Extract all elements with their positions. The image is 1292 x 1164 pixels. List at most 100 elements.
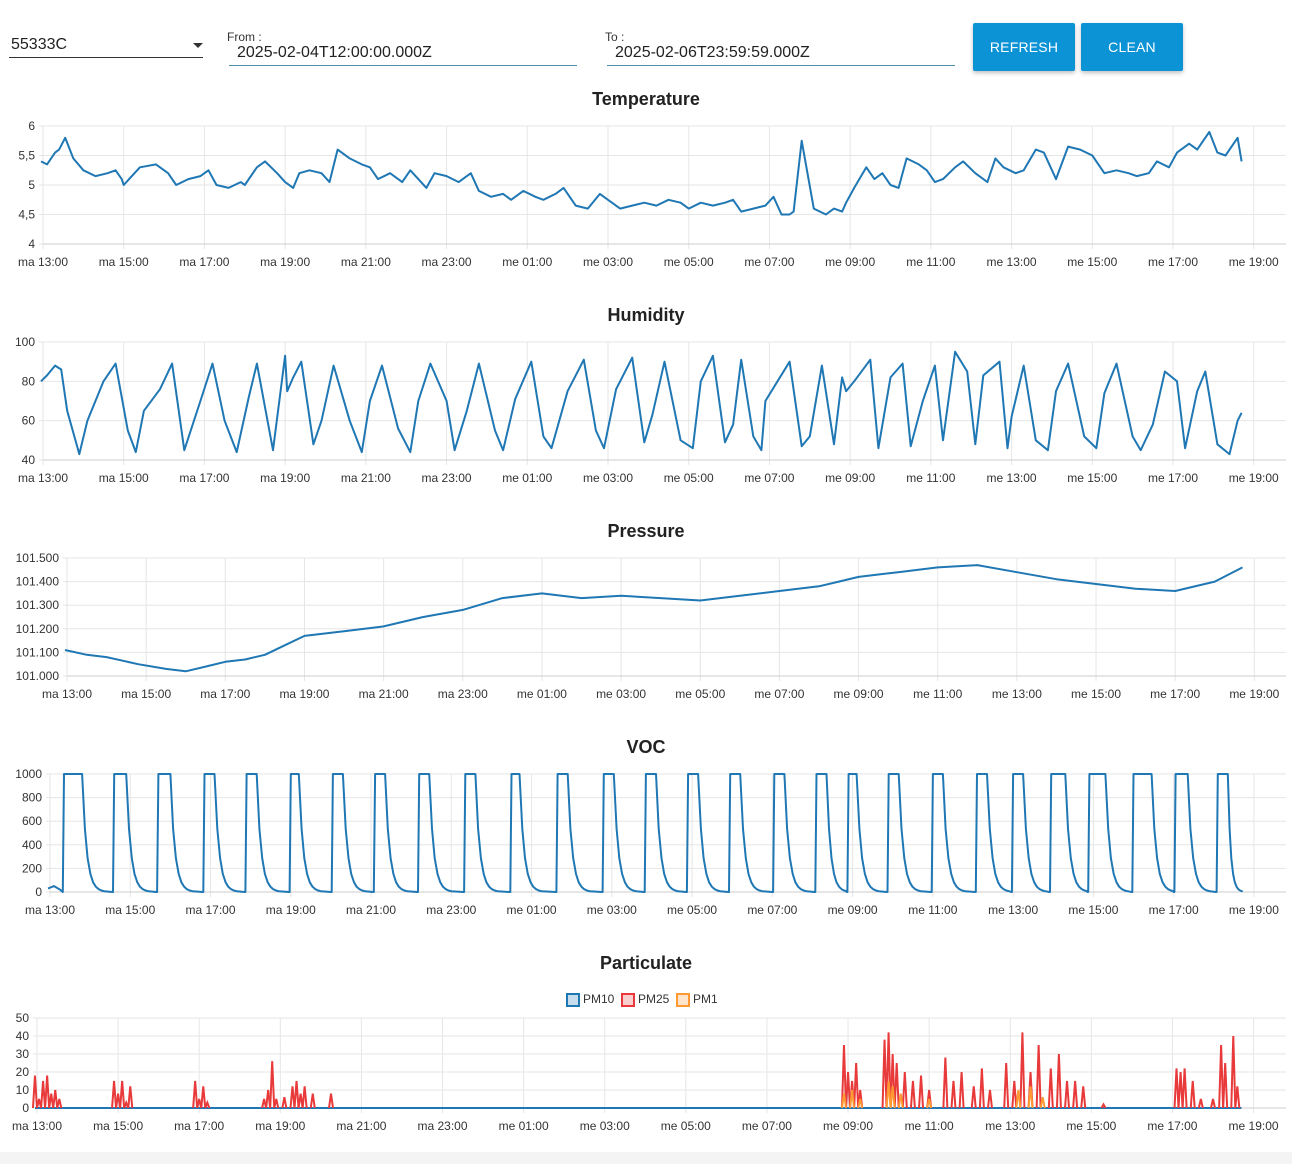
particulate-chart-title: Particulate — [599, 953, 693, 973]
temperature-y-tick-label: 4 — [28, 237, 35, 251]
particulate-pm1-spike — [1015, 1089, 1022, 1109]
humidity-x-tick-label: me 01:00 — [502, 471, 552, 485]
particulate-pm25-spike — [204, 1099, 211, 1109]
particulate-pm25-spike — [840, 1044, 847, 1109]
humidity-x-tick-label: me 11:00 — [906, 471, 955, 485]
temperature-x-tick-label: me 09:00 — [825, 255, 875, 269]
particulate-x-tick-label: me 13:00 — [985, 1119, 1035, 1133]
particulate-pm25-spike — [31, 1075, 38, 1109]
pressure-x-tick-label: me 09:00 — [834, 687, 884, 701]
particulate-pm25-spike — [328, 1093, 334, 1109]
particulate-pm25-spike — [942, 1057, 949, 1109]
particulate-pm25-spike — [1218, 1044, 1225, 1109]
humidity-x-tick-label: me 17:00 — [1148, 471, 1198, 485]
humidity-x-tick-label: me 13:00 — [987, 471, 1037, 485]
legend-label-pm1: PM1 — [693, 992, 718, 1006]
humidity-x-tick-label: me 15:00 — [1067, 471, 1117, 485]
pressure-x-tick-label: me 13:00 — [992, 687, 1042, 701]
pressure-x-tick-label: ma 13:00 — [42, 687, 92, 701]
pressure-x-tick-label: me 17:00 — [1150, 687, 1200, 701]
voc-x-tick-label: me 19:00 — [1229, 903, 1279, 917]
particulate-pm1-spike — [849, 1089, 856, 1109]
temperature-x-tick-label: me 19:00 — [1229, 255, 1279, 269]
pressure-x-tick-label: ma 17:00 — [200, 687, 250, 701]
particulate-pm25-spike — [309, 1093, 316, 1109]
particulate-pm25-spike — [297, 1093, 304, 1109]
particulate-pm25-spike — [293, 1080, 300, 1109]
to-input[interactable] — [607, 40, 955, 66]
voc-x-tick-label: me 15:00 — [1068, 903, 1118, 917]
particulate-pm25-spike — [978, 1068, 985, 1109]
voc-y-tick-label: 800 — [22, 791, 42, 805]
particulate-pm25-spike — [1234, 1086, 1241, 1109]
pressure-chart-title: Pressure — [607, 521, 685, 541]
device-select[interactable]: 55333C — [9, 30, 203, 58]
particulate-pm25-spike — [1019, 1032, 1026, 1109]
particulate-pm25-spike — [1210, 1098, 1216, 1109]
voc-chart: 0 200 400 600 800 1000 ma 13:00 ma 15:00 ma 17:0… — [15, 767, 1286, 917]
particulate-pm25-spike — [52, 1089, 59, 1109]
pressure-y-tick-label: 101.500 — [16, 551, 60, 565]
voc-x-tick-label: ma 21:00 — [346, 903, 396, 917]
particulate-pm25-spike — [192, 1080, 199, 1109]
humidity-x-tick-label: ma 23:00 — [422, 471, 472, 485]
voc-x-tick-label: me 03:00 — [587, 903, 637, 917]
temperature-x-tick-label: ma 19:00 — [260, 255, 310, 269]
pressure-y-tick-label: 101.000 — [16, 669, 60, 683]
from-field-wrapper: From : — [227, 28, 577, 68]
voc-x-tick-label: me 09:00 — [828, 903, 878, 917]
particulate-pm25-spike — [893, 1062, 900, 1109]
particulate-pm25-spike — [1222, 1062, 1229, 1109]
temperature-series-line — [40, 130, 1243, 216]
particulate-x-tick-label: me 01:00 — [499, 1119, 549, 1133]
voc-x-tick-label: me 17:00 — [1149, 903, 1199, 917]
particulate-pm25-spike — [119, 1080, 126, 1109]
particulate-pm25-spike — [1181, 1068, 1188, 1109]
pressure-x-tick-label: ma 21:00 — [359, 687, 409, 701]
pressure-chart: 101.000 101.100 101.200 101.300 101.400 101.5… — [16, 551, 1286, 701]
voc-x-tick-label: me 13:00 — [988, 903, 1038, 917]
particulate-x-tick-label: me 05:00 — [661, 1119, 711, 1133]
particulate-x-tick-label: me 09:00 — [823, 1119, 873, 1133]
temperature-x-tick-label: ma 17:00 — [179, 255, 229, 269]
legend-swatch-pm1 — [676, 993, 690, 1007]
temperature-x-tick-label: me 01:00 — [502, 255, 552, 269]
temperature-x-tick-label: me 07:00 — [744, 255, 794, 269]
humidity-y-tick-label: 60 — [22, 414, 36, 428]
voc-x-tick-label: ma 23:00 — [426, 903, 476, 917]
refresh-button[interactable]: REFRESH — [973, 23, 1075, 71]
pressure-y-tick-label: 101.200 — [16, 622, 60, 636]
particulate-y-tick-label: 20 — [16, 1065, 30, 1079]
legend-swatch-pm10 — [566, 993, 580, 1007]
particulate-y-tick-label: 50 — [16, 1011, 30, 1025]
toolbar: 55333C From : To : REFRESH CLEAN — [0, 0, 1292, 80]
voc-series-line — [47, 773, 1243, 893]
voc-x-tick-label: ma 19:00 — [266, 903, 316, 917]
voc-y-tick-label: 200 — [22, 861, 42, 875]
particulate-pm1-spike — [926, 1098, 933, 1109]
legend-label-pm25: PM25 — [638, 992, 670, 1006]
voc-x-tick-label: me 07:00 — [747, 903, 797, 917]
particulate-pm25-spike — [44, 1075, 51, 1109]
particulate-pm25-spike — [48, 1093, 55, 1109]
particulate-x-tick-label: ma 17:00 — [174, 1119, 224, 1133]
temperature-chart-title: Temperature — [592, 89, 700, 109]
particulate-pm1-spike — [897, 1093, 904, 1109]
clean-button[interactable]: CLEAN — [1081, 23, 1183, 71]
particulate-x-tick-label: me 11:00 — [905, 1119, 954, 1133]
pressure-x-tick-label: me 15:00 — [1071, 687, 1121, 701]
particulate-pm25-spike — [273, 1098, 280, 1109]
pressure-x-tick-label: me 03:00 — [596, 687, 646, 701]
humidity-y-tick-label: 100 — [15, 335, 35, 349]
particulate-pm25-spike — [1230, 1035, 1237, 1109]
particulate-pm25-spike — [970, 1086, 977, 1109]
from-input[interactable] — [229, 40, 577, 66]
particulate-pm25-spike — [958, 1071, 965, 1109]
particulate-pm25-spike — [1011, 1080, 1018, 1109]
particulate-x-tick-label: ma 21:00 — [336, 1119, 386, 1133]
pressure-series-line — [64, 564, 1243, 673]
legend-swatch-pm25 — [621, 993, 635, 1007]
to-field-wrapper: To : — [605, 28, 955, 68]
particulate-pm25-spike — [115, 1093, 122, 1109]
particulate-pm1-spike — [885, 1080, 892, 1109]
